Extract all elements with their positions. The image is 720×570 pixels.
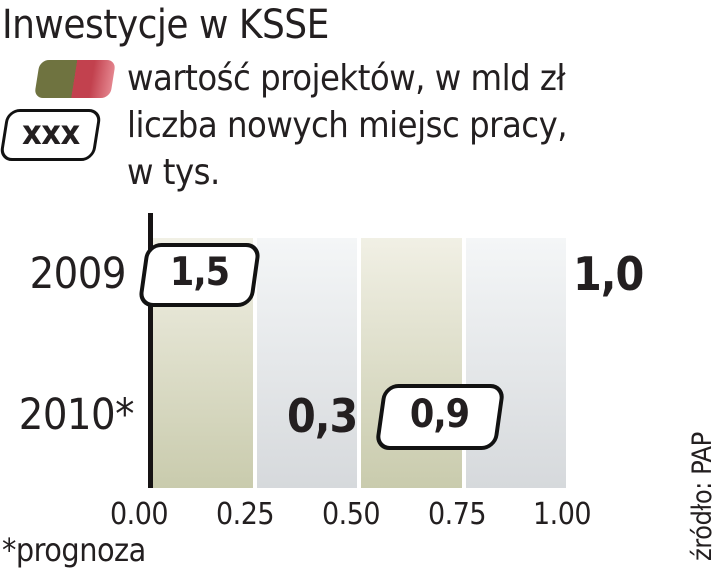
x-tick-1-00: 1.00 — [532, 497, 592, 532]
value-label-2009: 1,0 — [573, 247, 644, 301]
legend-value-swatch-icon — [33, 60, 117, 98]
chart-title: Inwestycje w KSSE — [2, 2, 329, 48]
category-label-2010: 2010* — [18, 390, 135, 440]
legend-value-label: wartość projektów, w mld zł — [127, 58, 566, 99]
jobs-value-2010: 0,9 — [410, 391, 470, 437]
gridline-0-50 — [357, 238, 361, 488]
gridline-0-25 — [253, 238, 257, 488]
x-tick-0-25: 0.25 — [215, 497, 275, 532]
legend-jobs-box-icon: xxx — [0, 109, 103, 161]
legend-jobs-label-line2: w tys. — [127, 152, 220, 193]
category-label-2009: 2009 — [29, 249, 127, 299]
x-tick-0-75: 0.75 — [427, 497, 487, 532]
legend-jobs-label-line1: liczba nowych miejsc pracy, — [127, 105, 568, 146]
value-label-2010: 0,3 — [287, 389, 358, 443]
source-credit: źródło: PAP — [687, 432, 718, 561]
stripe-column-2 — [257, 238, 357, 488]
bar-2010-value — [152, 375, 290, 457]
jobs-box-2010: 0,9 — [374, 384, 506, 450]
jobs-box-2009: 1,5 — [137, 243, 262, 307]
x-tick-0-00: 0.00 — [109, 497, 169, 532]
forecast-footnote: *prognoza — [2, 531, 146, 569]
x-tick-0-50: 0.50 — [321, 497, 381, 532]
legend-jobs-box-text: xxx — [21, 113, 80, 153]
gridline-0-75 — [462, 238, 466, 488]
jobs-value-2009: 1,5 — [169, 249, 230, 295]
y-axis-line — [148, 213, 153, 488]
